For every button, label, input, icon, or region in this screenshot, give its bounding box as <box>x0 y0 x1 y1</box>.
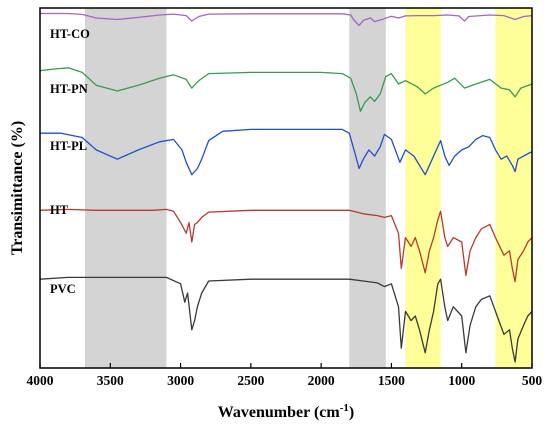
series-line-ht-co <box>40 12 533 27</box>
x-axis-title-main: Wavenumber (cm <box>218 404 341 421</box>
x-tick-label-500: 500 <box>522 373 543 388</box>
x-axis-ticks: 4000 3500 3000 2500 2000 1500 1000 500 <box>27 363 543 388</box>
series-label-ht-pl: HT-PL <box>50 139 87 153</box>
x-tick-label-1500: 1500 <box>378 373 405 388</box>
series-label-pvc: PVC <box>50 282 76 296</box>
series-line-ht-pl <box>40 128 533 176</box>
x-axis-title-close: ) <box>349 404 354 421</box>
series-label-ht-pn: HT-PN <box>50 82 88 96</box>
highlight-bands <box>84 8 532 368</box>
x-tick-label-4000: 4000 <box>27 373 54 388</box>
highlight-band-0 <box>84 8 167 368</box>
y-axis-title: Transimittance (%) <box>9 121 26 255</box>
x-tick-label-3500: 3500 <box>97 373 124 388</box>
series-label-ht-co: HT-CO <box>50 27 90 41</box>
series-line-ht-pn <box>39 67 533 112</box>
series-label-ht: HT <box>50 203 69 217</box>
spectra-lines <box>39 12 533 363</box>
x-axis-title-superscript: -1 <box>340 402 349 414</box>
x-tick-label-2500: 2500 <box>237 373 264 388</box>
x-tick-label-2000: 2000 <box>308 373 335 388</box>
x-axis-title: Wavenumber (cm-1) <box>218 402 354 421</box>
x-tick-label-1000: 1000 <box>448 373 475 388</box>
highlight-band-2 <box>405 8 441 368</box>
series-line-pvc <box>39 276 533 363</box>
x-tick-label-3000: 3000 <box>167 373 194 388</box>
highlight-band-3 <box>495 8 532 368</box>
highlight-band-1 <box>349 8 386 368</box>
series-labels: HT-CO HT-PN HT-PL HT PVC <box>50 27 90 296</box>
plot-frame <box>39 7 533 369</box>
series-line-ht <box>39 208 533 283</box>
